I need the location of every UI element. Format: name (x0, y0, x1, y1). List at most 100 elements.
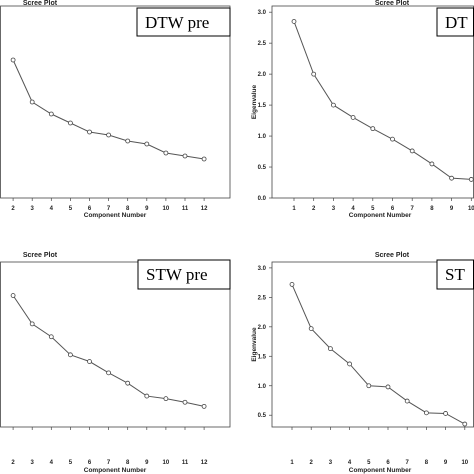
data-point-marker (462, 421, 468, 427)
legend-box (136, 7, 231, 37)
data-point-marker (144, 393, 150, 399)
x-tick-label: 2 (11, 460, 15, 466)
x-tick-label: 9 (145, 206, 149, 212)
x-tick-label: 5 (371, 206, 375, 212)
data-point-marker (182, 153, 188, 159)
y-axis-label: Eigenvalue (251, 84, 258, 119)
data-point-marker (423, 410, 429, 416)
y-tick-label: 2.5 (258, 41, 267, 47)
x-axis-label: Component Number (84, 467, 147, 474)
x-tick-label: 6 (88, 206, 92, 212)
data-point-marker (144, 141, 150, 147)
data-point-marker (125, 138, 131, 144)
x-tick-label: 3 (31, 460, 35, 466)
data-point-marker (311, 71, 317, 77)
x-tick-label: 12 (201, 206, 208, 212)
x-tick-label: 6 (391, 206, 395, 212)
data-point-marker (385, 384, 391, 390)
x-axis-label: Component Number (349, 467, 412, 474)
x-tick-label: 10 (461, 460, 468, 466)
data-point-marker (468, 177, 474, 182)
data-point-marker (163, 150, 169, 156)
plot-frame (0, 5, 231, 199)
data-point-marker (390, 136, 395, 142)
x-tick-label: 10 (163, 460, 170, 466)
x-tick-label: 8 (430, 206, 434, 212)
data-point-marker (291, 19, 297, 24)
legend-box (137, 259, 231, 290)
legend-label: DT (445, 13, 468, 32)
x-tick-label: 8 (425, 460, 429, 466)
data-point-marker (404, 398, 410, 404)
y-tick-label: 0.0 (258, 196, 267, 202)
x-tick-label: 7 (107, 206, 111, 212)
scree-plot-panel-2: Scree Plot 1 2 3 4 5 6 7 8 9 10 Component Number 0.0… (251, 0, 474, 219)
scree-plot-panel-3: Scree Plot 2 3 4 5 6 7 8 9 10 11 12 Component Number… (0, 252, 231, 474)
x-tick-label: 3 (31, 206, 35, 212)
data-point-marker (10, 293, 16, 298)
legend-label: DTW pre (145, 13, 209, 32)
chart-title: Scree Plot (375, 0, 410, 7)
data-point-marker (347, 361, 353, 367)
data-point-marker (370, 126, 376, 132)
x-tick-label: 7 (107, 460, 111, 466)
x-tick-label: 3 (332, 206, 336, 212)
x-tick-label: 9 (145, 460, 149, 466)
x-tick-label: 8 (126, 206, 130, 212)
x-tick-label: 6 (386, 460, 390, 466)
data-point-marker (106, 132, 111, 138)
x-tick-label: 5 (367, 460, 371, 466)
data-point-marker (308, 326, 314, 331)
y-tick-label: 2.5 (258, 295, 267, 301)
data-point-marker (409, 148, 415, 154)
data-point-marker (87, 359, 92, 364)
data-point-marker (29, 99, 35, 105)
x-tick-label: 9 (450, 206, 454, 212)
y-axis-label: Eigenvalue (251, 327, 258, 362)
y-tick-label: 3.0 (258, 10, 267, 16)
data-point-marker (125, 380, 131, 386)
data-point-marker (443, 411, 449, 416)
x-tick-label: 4 (50, 206, 54, 212)
x-tick-label: 8 (126, 460, 130, 466)
data-point-marker (201, 156, 207, 162)
x-tick-label: 12 (201, 460, 208, 466)
data-point-marker (68, 120, 73, 126)
chart-title: Scree Plot (23, 0, 58, 7)
data-point-marker (48, 334, 54, 340)
x-tick-label: 2 (310, 460, 314, 466)
data-point-marker (330, 102, 336, 108)
x-tick-label: 4 (50, 460, 54, 466)
legend-label: STW pre (146, 265, 208, 284)
x-tick-label: 4 (348, 460, 352, 466)
x-tick-label: 5 (69, 206, 73, 212)
y-tick-label: 1.5 (258, 354, 267, 360)
data-point-marker (327, 346, 333, 352)
y-tick-label: 1.5 (258, 103, 267, 109)
y-tick-label: 2.0 (258, 72, 267, 78)
data-point-marker (68, 352, 73, 358)
data-point-marker (449, 175, 455, 181)
data-point-marker (163, 396, 169, 402)
x-tick-label: 10 (468, 206, 474, 212)
plot-frame (271, 5, 474, 199)
chart-title: Scree Plot (375, 252, 410, 259)
data-point-marker (87, 129, 92, 135)
data-point-marker (289, 281, 295, 287)
x-tick-label: 2 (312, 206, 316, 212)
y-tick-label: 3.0 (258, 266, 267, 272)
legend-label: ST (445, 265, 465, 284)
scree-plot-panel-4: Scree Plot 1 2 3 4 5 6 7 8 9 10 Component Number 0.5… (251, 252, 474, 474)
x-tick-label: 10 (163, 206, 170, 212)
x-tick-label: 1 (290, 460, 294, 466)
y-tick-label: 2.0 (258, 325, 267, 331)
data-point-marker (366, 383, 372, 389)
data-point-marker (10, 57, 16, 63)
x-tick-label: 1 (292, 206, 296, 212)
data-point-marker (350, 115, 356, 120)
y-tick-label: 1.0 (258, 134, 267, 140)
x-tick-label: 2 (11, 206, 15, 212)
series-line (291, 284, 466, 425)
y-tick-label: 0.5 (258, 165, 267, 171)
x-tick-label: 9 (444, 460, 448, 466)
